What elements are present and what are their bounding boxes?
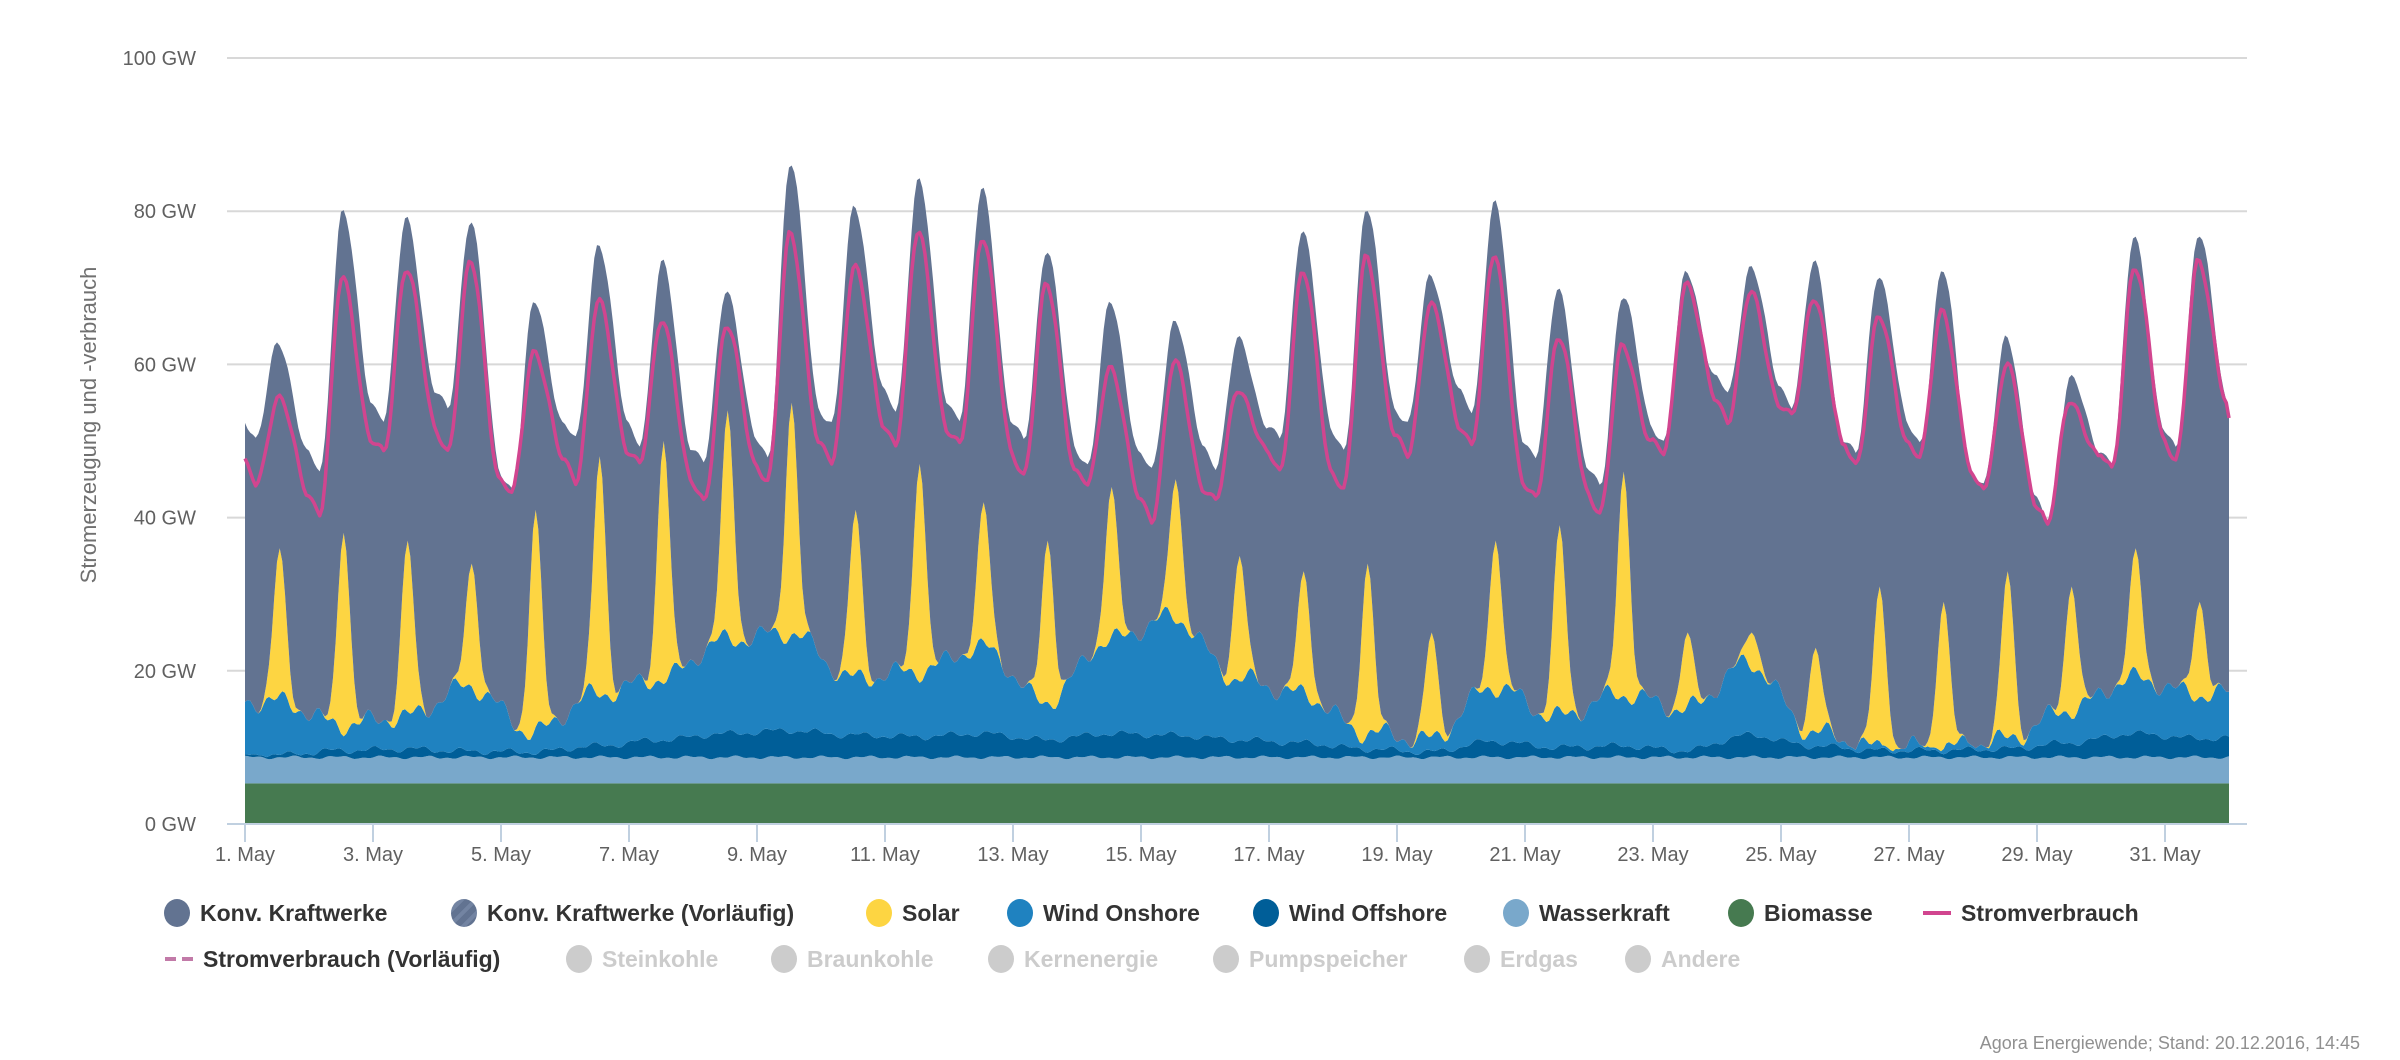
x-tick-label: 1. May — [215, 844, 275, 866]
x-tick-label: 17. May — [1233, 844, 1304, 866]
consumption-lines — [243, 229, 2231, 526]
y-tick-label: 0 GW — [145, 814, 196, 836]
legend-label: Pumpspeicher — [1249, 945, 1408, 972]
wind-offshore-dot-icon — [1253, 899, 1279, 927]
x-tick-label: 19. May — [1361, 844, 1432, 866]
legend-item-konv-kraftwerke-vorlaeufig[interactable]: Konv. Kraftwerke (Vorläufig) — [451, 898, 794, 928]
y-tick-label: 60 GW — [134, 354, 196, 376]
area-wind-onshore[interactable] — [245, 606, 2229, 758]
y-axis-title: Stromerzeugung und -verbrauch — [76, 267, 101, 584]
legend-label: Konv. Kraftwerke (Vorläufig) — [487, 899, 795, 926]
x-tick-label: 5. May — [471, 844, 531, 866]
x-tick-label: 25. May — [1745, 844, 1816, 866]
legend-item-braunkohle[interactable]: Braunkohle — [771, 944, 934, 974]
legend-label: Braunkohle — [807, 945, 934, 972]
legend-item-andere[interactable]: Andere — [1625, 944, 1740, 974]
dashed-line-icon — [165, 957, 193, 961]
legend-item-stromverbrauch[interactable]: Stromverbrauch — [1923, 898, 2139, 928]
legend-label: Stromverbrauch (Vorläufig) — [203, 945, 501, 972]
legend-item-wasserkraft[interactable]: Wasserkraft — [1503, 898, 1670, 928]
legend-label: Stromverbrauch — [1961, 899, 2139, 926]
x-tick-label: 15. May — [1105, 844, 1176, 866]
legend-label: Biomasse — [1764, 899, 1873, 926]
erdgas-dot-icon — [1464, 945, 1490, 973]
y-tick-label: 80 GW — [134, 201, 196, 223]
wind-onshore-dot-icon — [1007, 899, 1033, 927]
x-axis: 1. May 3. May 5. May 7. May 9. May 11. May 13.… — [215, 823, 2247, 866]
legend-label: Wasserkraft — [1539, 899, 1670, 926]
legend-label: Kernenergie — [1024, 945, 1159, 972]
legend-item-biomasse[interactable]: Biomasse — [1728, 898, 1873, 928]
y-tick-label: 100 GW — [123, 48, 196, 70]
area-konv-kraftwerke[interactable] — [245, 165, 2229, 750]
pumpspeicher-dot-icon — [1213, 945, 1239, 973]
legend-item-stromverbrauch-vorlaeufig[interactable]: Stromverbrauch (Vorläufig) — [165, 944, 500, 974]
area-biomasse[interactable] — [245, 783, 2229, 824]
wasserkraft-dot-icon — [1503, 899, 1529, 927]
legend-label: Steinkohle — [602, 945, 719, 972]
legend-label: Erdgas — [1500, 945, 1578, 972]
biomasse-dot-icon — [1728, 899, 1754, 927]
solar-dot-icon — [866, 899, 892, 927]
x-tick-label: 29. May — [2001, 844, 2072, 866]
kernenergie-dot-icon — [988, 945, 1014, 973]
legend-item-wind-onshore[interactable]: Wind Onshore — [1007, 898, 1200, 928]
area-wasserkraft[interactable] — [245, 755, 2229, 784]
striped-dot-icon — [451, 899, 477, 927]
y-tick-label: 40 GW — [134, 508, 196, 530]
x-tick-label: 31. May — [2129, 844, 2200, 866]
y-tick-label: 20 GW — [134, 661, 196, 683]
legend-label: Solar — [902, 899, 960, 926]
legend-item-konv-kraftwerke[interactable]: Konv. Kraftwerke — [164, 898, 387, 928]
credits[interactable]: Agora Energiewende; Stand: 20.12.2016, 1… — [1979, 1033, 2360, 1053]
braunkohle-dot-icon — [771, 945, 797, 973]
x-tick-label: 23. May — [1617, 844, 1688, 866]
x-tick-label: 3. May — [343, 844, 403, 866]
area-solar[interactable] — [245, 402, 2229, 752]
legend-label: Wind Offshore — [1289, 899, 1448, 926]
legend-item-pumpspeicher[interactable]: Pumpspeicher — [1213, 944, 1408, 974]
line-stromverbrauch[interactable] — [243, 229, 2231, 526]
legend-item-steinkohle[interactable]: Steinkohle — [566, 944, 718, 974]
x-tick-label: 9. May — [727, 844, 787, 866]
legend-item-solar[interactable]: Solar — [866, 898, 960, 928]
andere-dot-icon — [1625, 945, 1651, 973]
x-tick-label: 27. May — [1873, 844, 1944, 866]
konv-kraftwerke-dot-icon — [164, 899, 190, 927]
line-icon — [1923, 911, 1951, 915]
legend-item-kernenergie[interactable]: Kernenergie — [988, 944, 1158, 974]
legend-item-erdgas[interactable]: Erdgas — [1464, 944, 1578, 974]
x-tick-label: 11. May — [850, 844, 920, 866]
y-axis: 0 GW 20 GW 40 GW 60 GW 80 GW 100 GW — [123, 48, 196, 836]
x-tick-label: 21. May — [1489, 844, 1560, 866]
legend-label: Konv. Kraftwerke — [200, 899, 388, 926]
legend-item-wind-offshore[interactable]: Wind Offshore — [1253, 898, 1447, 928]
x-tick-label: 7. May — [599, 844, 659, 866]
area-wind-offshore[interactable] — [245, 728, 2229, 760]
legend-label: Andere — [1661, 945, 1741, 972]
chart: 1. May 3. May 5. May 7. May 9. May 11. May 13.… — [76, 48, 2247, 866]
x-tick-label: 13. May — [977, 844, 1048, 866]
stacked-areas — [245, 165, 2229, 824]
steinkohle-dot-icon — [566, 945, 592, 973]
legend-label: Wind Onshore — [1043, 899, 1200, 926]
